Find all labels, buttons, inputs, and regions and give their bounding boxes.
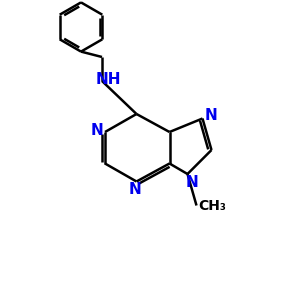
Text: NH: NH <box>96 72 122 87</box>
Text: N: N <box>90 123 103 138</box>
Text: CH₃: CH₃ <box>198 199 226 212</box>
Text: N: N <box>186 175 198 190</box>
Text: N: N <box>129 182 141 197</box>
Text: N: N <box>205 108 217 123</box>
